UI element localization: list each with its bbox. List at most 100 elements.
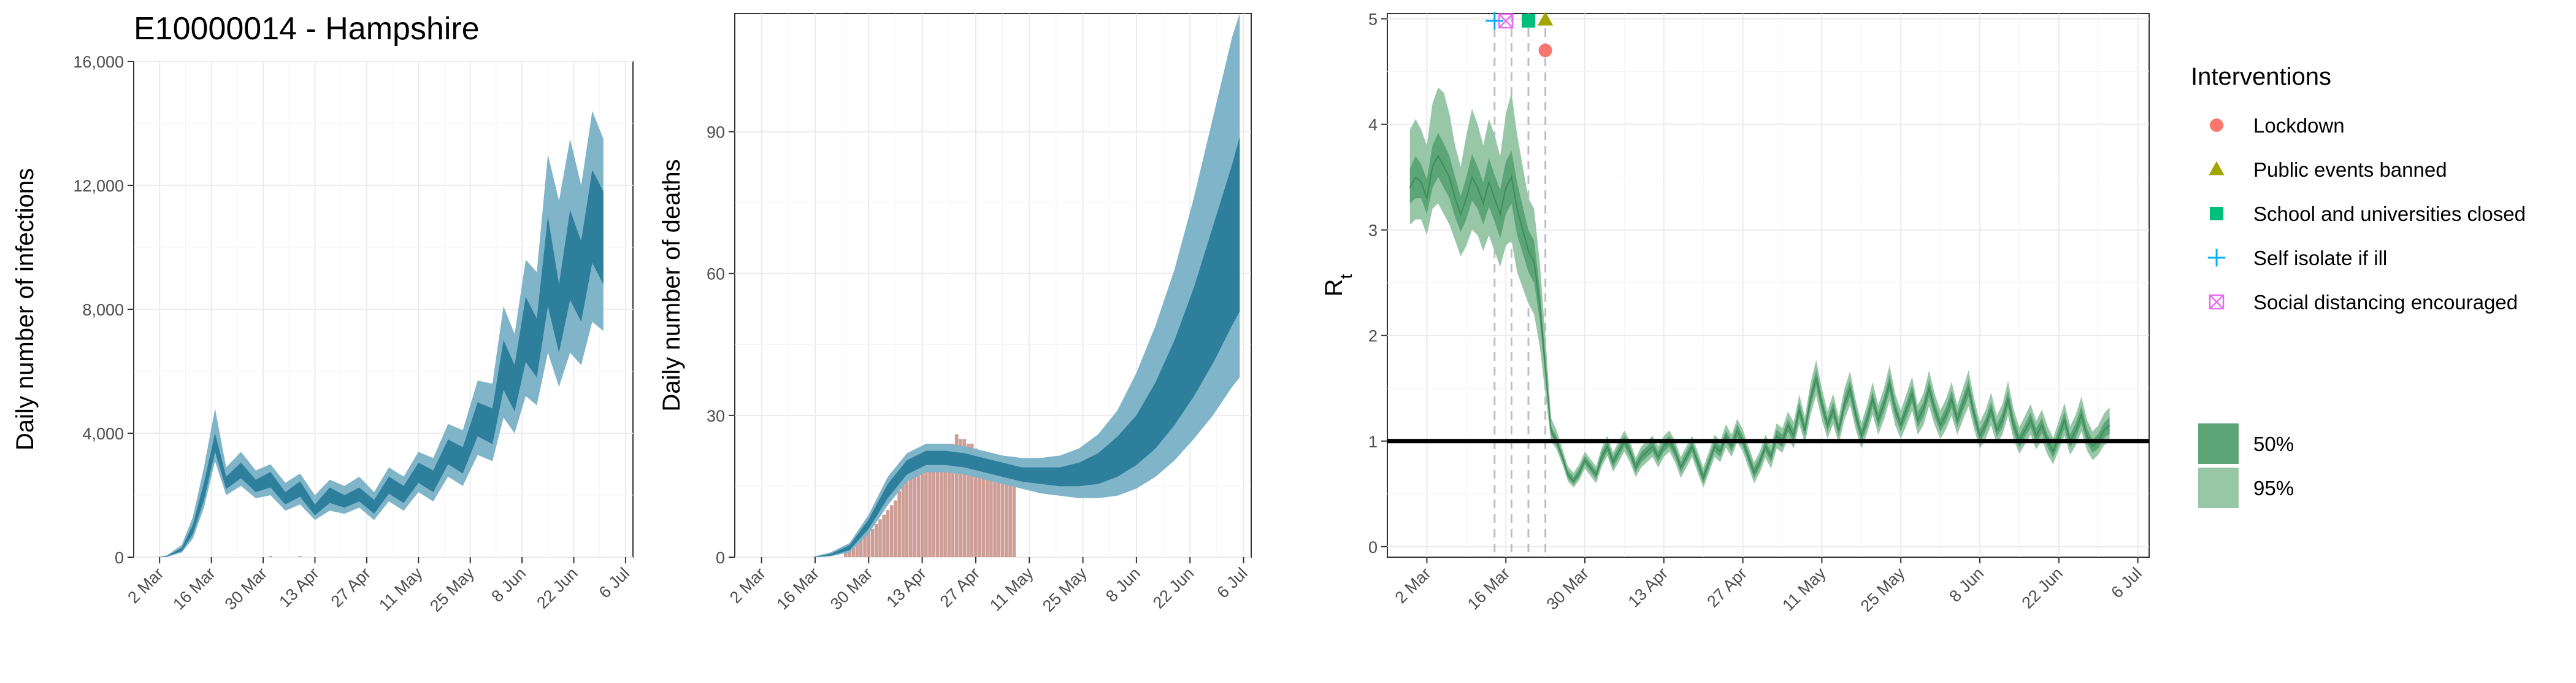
legend-item-label: Self isolate if ill xyxy=(2253,247,2387,269)
deaths-bar-36 xyxy=(981,458,986,557)
rt-x-tick-label-1: 16 Mar xyxy=(1464,564,1514,614)
legend-item: Self isolate if ill xyxy=(2207,247,2387,269)
infections-bar-0 xyxy=(269,555,272,557)
rt-bands xyxy=(1409,87,2110,488)
deaths-panel: 2 Mar 16 Mar 30 Mar 13 Apr 27 Apr 11 May 25 Ma… xyxy=(658,13,1252,615)
deaths-bar-25 xyxy=(939,448,943,557)
infections-band-95 xyxy=(156,110,604,558)
deaths-bar-22 xyxy=(928,453,932,557)
rt-y-ticks: 0 1 2 3 4 5 xyxy=(1368,10,1387,557)
deaths-x-tick-label-5: 11 May xyxy=(986,564,1037,615)
infections-x-tick-label-5: 11 May xyxy=(375,564,426,615)
deaths-x-tick-label-0: 2 Mar xyxy=(726,564,769,607)
figure-title: E10000014 - Hampshire xyxy=(134,11,480,47)
rt-x-ticks: 2 Mar 16 Mar 30 Mar 13 Apr 27 Apr 11 May 25 Ma… xyxy=(1392,557,2145,615)
legend-item: Public events banned xyxy=(2209,158,2447,181)
legend-item-label: School and universities closed xyxy=(2253,203,2526,225)
deaths-bar-35 xyxy=(978,453,981,557)
legend-item: Lockdown xyxy=(2210,114,2345,137)
deaths-y-tick-label-0: 0 xyxy=(716,549,725,567)
infections-bands xyxy=(156,110,604,558)
deaths-bar-20 xyxy=(920,453,924,557)
rt-x-tick-label-3: 13 Apr xyxy=(1625,564,1671,611)
deaths-y-tick-label-3: 90 xyxy=(707,123,725,142)
deaths-bar-4 xyxy=(859,538,863,557)
rt-x-tick-label-2: 30 Mar xyxy=(1543,564,1593,614)
infections-band-50 xyxy=(156,169,604,557)
legend-item-label: Lockdown xyxy=(2253,114,2345,137)
infections-bars xyxy=(269,555,302,557)
deaths-y-tick-label-1: 30 xyxy=(707,407,725,425)
deaths-bars xyxy=(844,434,1016,557)
legend-band-swatch xyxy=(2198,423,2239,464)
rt-x-tick-label-0: 2 Mar xyxy=(1392,564,1435,607)
deaths-x-tick-label-1: 16 Mar xyxy=(773,564,823,614)
legend-item-label: Public events banned xyxy=(2253,158,2447,181)
deaths-bar-27 xyxy=(947,444,951,557)
legend-items: Lockdown Public events banned School and u… xyxy=(2207,114,2526,314)
deaths-bar-16 xyxy=(905,472,909,557)
deaths-bar-28 xyxy=(951,444,955,557)
intervention-marker-boxx xyxy=(1498,13,1514,29)
infections-x-tick-label-1: 16 Mar xyxy=(169,564,219,614)
rt-y-axis-title: Rt xyxy=(1321,274,1355,296)
deaths-x-tick-label-7: 8 Jun xyxy=(1102,564,1144,606)
deaths-bar-29 xyxy=(954,434,959,557)
deaths-bar-38 xyxy=(989,462,993,557)
legend-circle-icon xyxy=(2210,118,2223,132)
intervention-marker-circle xyxy=(1538,44,1552,58)
deaths-bar-33 xyxy=(970,444,974,557)
deaths-bar-8 xyxy=(874,524,878,557)
deaths-bar-9 xyxy=(878,519,882,557)
rt-y-tick-label-4: 4 xyxy=(1368,116,1378,134)
deaths-bar-40 xyxy=(997,472,1001,557)
infections-y-axis-title: Daily number of infections xyxy=(12,168,39,450)
infections-y-tick-label-3: 12,000 xyxy=(73,177,124,195)
deaths-bar-31 xyxy=(962,439,967,557)
legend-item: Social distancing encouraged xyxy=(2209,291,2518,314)
deaths-band-50 xyxy=(811,136,1240,557)
deaths-y-tick-label-2: 60 xyxy=(707,265,725,284)
rt-x-tick-label-8: 22 Jun xyxy=(2018,564,2066,612)
legend-triangle-icon xyxy=(2209,161,2225,176)
rt-x-tick-label-7: 8 Jun xyxy=(1945,564,1987,606)
infections-x-tick-label-3: 13 Apr xyxy=(275,564,322,611)
deaths-x-tick-label-3: 13 Apr xyxy=(883,564,929,611)
deaths-bar-23 xyxy=(932,453,936,557)
infections-y-tick-label-2: 8,000 xyxy=(82,301,124,319)
deaths-bar-37 xyxy=(985,462,989,557)
deaths-x-tick-label-8: 22 Jun xyxy=(1149,564,1198,612)
deaths-bar-6 xyxy=(867,528,871,557)
deaths-bar-19 xyxy=(916,458,921,557)
deaths-bar-32 xyxy=(966,444,970,557)
legend-item-label: Social distancing encouraged xyxy=(2253,291,2518,314)
infections-y-tick-label-1: 4,000 xyxy=(82,425,124,443)
infections-x-tick-label-9: 6 Jul xyxy=(596,564,634,602)
deaths-bar-0 xyxy=(844,552,848,557)
rt-y-axis-title-main: R xyxy=(1321,279,1347,296)
legend: Interventions Lockdown Public events bann… xyxy=(2191,63,2526,508)
legend-band: 50% xyxy=(2198,423,2294,464)
deaths-bar-10 xyxy=(882,514,886,557)
rt-y-axis-title-subscript: t xyxy=(1336,274,1355,279)
rt-median-line xyxy=(1409,155,2110,482)
intervention-marker-triangle xyxy=(1537,12,1554,26)
intervention-marker-boxx-d2 xyxy=(1498,14,1514,28)
deaths-y-axis-title: Daily number of deaths xyxy=(658,159,685,411)
rt-y-tick-label-2: 2 xyxy=(1368,327,1378,345)
deaths-x-tick-label-4: 27 Apr xyxy=(937,564,983,611)
deaths-bar-30 xyxy=(959,439,962,557)
rt-y-tick-label-5: 5 xyxy=(1368,10,1378,29)
rt-panel: 2 Mar 16 Mar 30 Mar 13 Apr 27 Apr 11 May 25 Ma… xyxy=(1321,10,2150,615)
infections-x-tick-label-8: 22 Jun xyxy=(533,564,581,612)
legend-bands: 50% 95% xyxy=(2198,423,2294,508)
deaths-bar-26 xyxy=(943,448,947,557)
rt-plot-border xyxy=(1387,13,2150,558)
deaths-bands xyxy=(811,14,1240,557)
infections-bar-1 xyxy=(298,556,302,557)
deaths-x-tick-label-9: 6 Jul xyxy=(1213,564,1251,602)
deaths-y-ticks: 0 30 60 90 xyxy=(707,123,735,567)
infections-x-tick-label-0: 2 Mar xyxy=(124,564,167,607)
infections-y-tick-label-4: 16,000 xyxy=(73,53,124,71)
rt-y-tick-label-3: 3 xyxy=(1368,222,1378,240)
